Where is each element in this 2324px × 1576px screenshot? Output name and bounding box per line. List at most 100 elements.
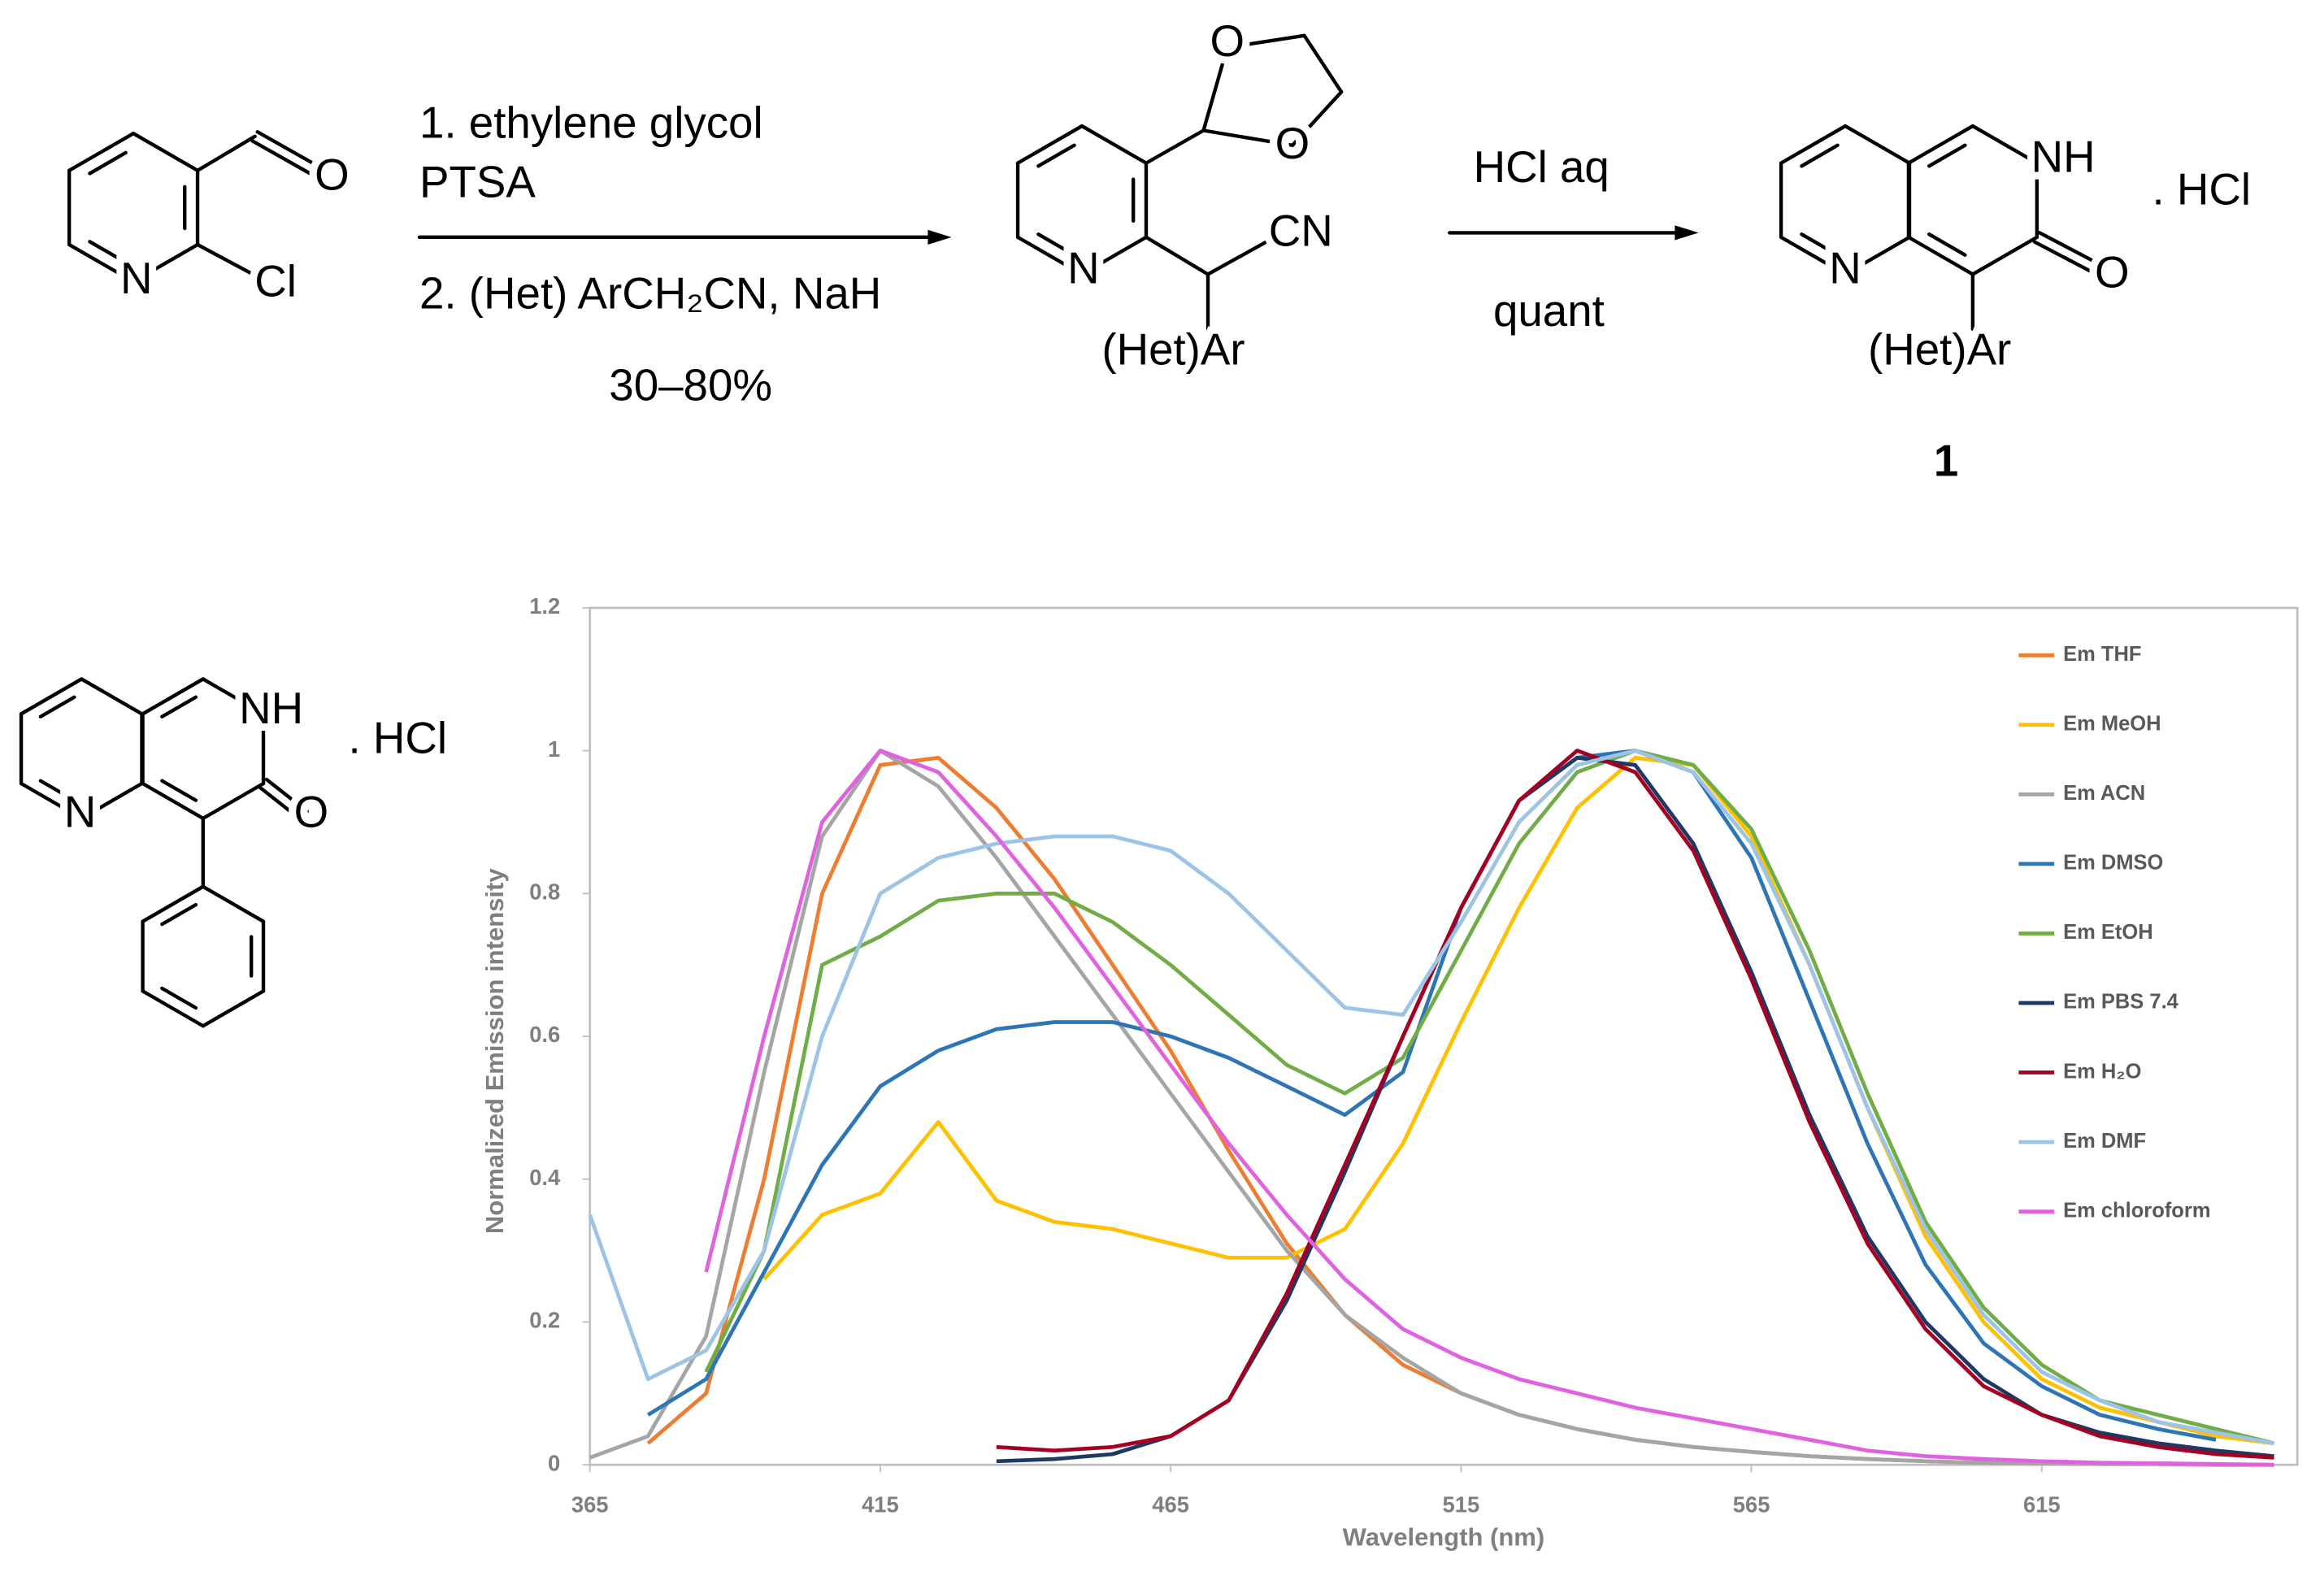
bond — [1800, 143, 1840, 168]
legend-label: Em DMSO — [2063, 852, 2163, 875]
bond — [1906, 235, 1975, 276]
bond — [1079, 124, 1149, 165]
bond — [1225, 33, 1306, 50]
bond — [1843, 124, 1912, 165]
atom-label: (Het)Ar — [1868, 324, 2011, 375]
atom-label: O — [1275, 118, 1310, 168]
series-line — [762, 755, 2274, 1446]
salt: . HCl — [348, 712, 447, 762]
y-tick-label: 0.2 — [529, 1308, 560, 1333]
bond — [131, 242, 200, 284]
bond — [160, 986, 198, 1010]
atom-label: Cl — [254, 256, 297, 306]
atom-label: NH — [2031, 131, 2096, 181]
atom-label: O — [1210, 15, 1245, 66]
bond — [1302, 33, 1344, 94]
atom-label: NH — [239, 683, 303, 733]
atom-label: (Het)Ar — [1101, 324, 1245, 375]
reagent: 2. (Het) ArCH₂CN, NaH — [419, 267, 881, 318]
bond — [1036, 232, 1076, 257]
compound-number: 1 — [1934, 435, 1958, 485]
bond — [201, 677, 266, 716]
y-axis-title: Normalized Emission intensity — [480, 868, 509, 1234]
bond — [258, 785, 303, 822]
x-axis-title: Wavelength (nm) — [1343, 1523, 1545, 1552]
arrow-head — [1675, 225, 1699, 241]
atom-label: N — [1829, 242, 1861, 293]
bond — [141, 989, 205, 1028]
legend-label: Em PBS 7.4 — [2063, 991, 2179, 1014]
y-tick-label: 1 — [548, 736, 560, 762]
x-tick-label: 465 — [1152, 1491, 1189, 1517]
x-tick-label: 565 — [1733, 1491, 1770, 1517]
bond — [1906, 124, 1975, 165]
legend-label: Em DMF — [2063, 1130, 2146, 1153]
bond — [38, 695, 76, 719]
reagent: PTSA — [419, 156, 536, 206]
series-line — [704, 749, 2275, 1446]
y-tick-label: 0.8 — [529, 879, 560, 905]
bond — [1843, 235, 1912, 276]
bond — [1290, 89, 1344, 147]
y-tick-label: 0.4 — [529, 1165, 561, 1190]
arrow-head — [927, 229, 952, 245]
series-line — [588, 749, 2274, 1446]
structures — [19, 33, 2109, 1028]
bond — [80, 677, 144, 716]
atom-label: O — [294, 787, 329, 837]
bond — [201, 989, 266, 1028]
atom-label: N — [1067, 242, 1100, 293]
legend-label: Em H₂O — [2063, 1060, 2141, 1083]
bond — [1970, 235, 2039, 276]
legend-label: Em EtOH — [2063, 921, 2153, 944]
x-tick-label: 365 — [571, 1491, 609, 1517]
x-tick-label: 415 — [862, 1491, 899, 1517]
bond — [1201, 128, 1295, 147]
reagent: quant — [1493, 285, 1605, 336]
bond — [1800, 232, 1840, 257]
bond — [2032, 240, 2105, 280]
bond — [19, 781, 84, 821]
bond — [160, 902, 198, 927]
legend-label: Em MeOH — [2063, 713, 2161, 736]
bond — [1205, 235, 1277, 276]
atom-label: CN — [1269, 206, 1333, 256]
bond — [2037, 231, 2109, 271]
plot-area — [589, 606, 2299, 1466]
bond — [1079, 235, 1149, 276]
bond — [1970, 124, 2039, 165]
bond — [195, 242, 269, 284]
x-tick-label: 515 — [1443, 1491, 1480, 1517]
bond — [255, 130, 328, 172]
bond — [1927, 232, 1967, 257]
salt: . HCl — [2152, 164, 2251, 215]
bond — [141, 884, 205, 923]
bond — [201, 884, 266, 923]
series-line — [996, 749, 2274, 1460]
reagent: HCl aq — [1474, 141, 1609, 192]
atom-label: O — [315, 149, 350, 199]
yield: 30–80% — [609, 359, 772, 410]
bond — [141, 781, 205, 821]
legend-label: Em THF — [2063, 643, 2141, 666]
bond — [67, 131, 136, 172]
bond — [1015, 124, 1084, 165]
x-tick-label: 615 — [2023, 1491, 2061, 1517]
bond — [1201, 46, 1229, 132]
bond — [131, 131, 200, 172]
bond — [195, 134, 257, 172]
y-tick-label: 1.2 — [529, 593, 560, 619]
bond — [1779, 235, 1848, 276]
bond — [38, 779, 76, 802]
bond — [1015, 235, 1084, 276]
bond — [201, 781, 266, 821]
legend-label: Em ACN — [2063, 782, 2145, 805]
bond — [88, 240, 128, 265]
atom-label: O — [2095, 247, 2130, 297]
bond — [1144, 235, 1210, 276]
atom-label: N — [64, 787, 97, 837]
bond — [141, 677, 205, 716]
